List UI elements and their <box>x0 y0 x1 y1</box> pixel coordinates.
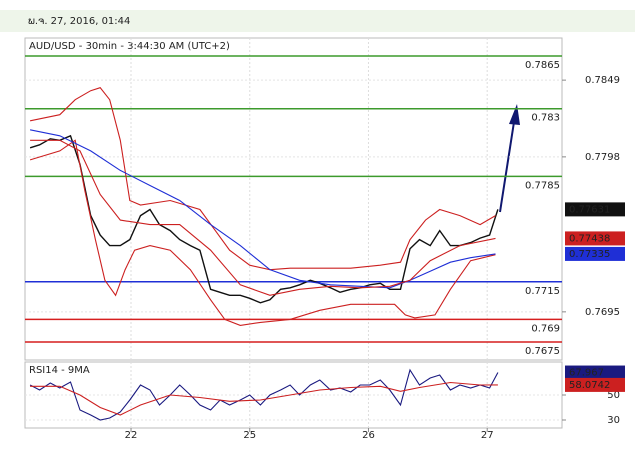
level-label: 0.7785 <box>525 180 560 191</box>
x-tick-label: 25 <box>243 430 256 441</box>
series-line <box>29 129 496 289</box>
last-value-tag <box>565 377 625 392</box>
forecast-arrow <box>499 121 515 213</box>
last-value-tag <box>565 365 625 380</box>
chart-title: AUD/USD - 30min - 3:44:30 AM (UTC+2) <box>29 41 230 52</box>
level-label: 0.7675 <box>525 346 560 357</box>
header-date: ພ.ຈ. 27, 2016, 01:44 <box>28 16 130 27</box>
last-value-label: 58.0742 <box>569 380 610 391</box>
x-tick-label: 26 <box>362 430 375 441</box>
last-value-tag <box>565 231 625 246</box>
x-tick-label: 27 <box>481 430 494 441</box>
y-tick-label: 50 <box>607 390 620 401</box>
level-label: 0.783 <box>531 113 560 124</box>
last-value-tag <box>565 202 625 217</box>
last-value-tag <box>565 246 625 261</box>
level-label: 0.769 <box>531 323 560 334</box>
level-label: 0.7715 <box>525 286 560 297</box>
last-value-label: 67.967 <box>569 368 604 379</box>
x-tick-label: 22 <box>125 430 138 441</box>
series-line <box>30 139 496 296</box>
series-line <box>30 381 498 416</box>
rsi-title: RSI14 - 9MA <box>29 365 90 376</box>
last-value-label: 0.77335 <box>569 249 610 260</box>
series-line <box>29 134 499 304</box>
y-tick-label: 30 <box>607 415 620 426</box>
series-line <box>29 368 499 421</box>
y-tick-label: 0.7695 <box>585 307 620 318</box>
level-label: 0.7865 <box>525 60 560 71</box>
series-line <box>29 87 496 271</box>
y-tick-label: 0.7798 <box>585 152 620 163</box>
last-value-label: 0.77438 <box>569 233 610 244</box>
series-line <box>29 139 496 326</box>
y-tick-label: 0.7849 <box>585 75 620 86</box>
header-bar <box>0 10 635 32</box>
last-value-label: 0.77631 <box>569 204 610 215</box>
price-frame <box>24 37 563 361</box>
arrow-head <box>509 104 520 125</box>
